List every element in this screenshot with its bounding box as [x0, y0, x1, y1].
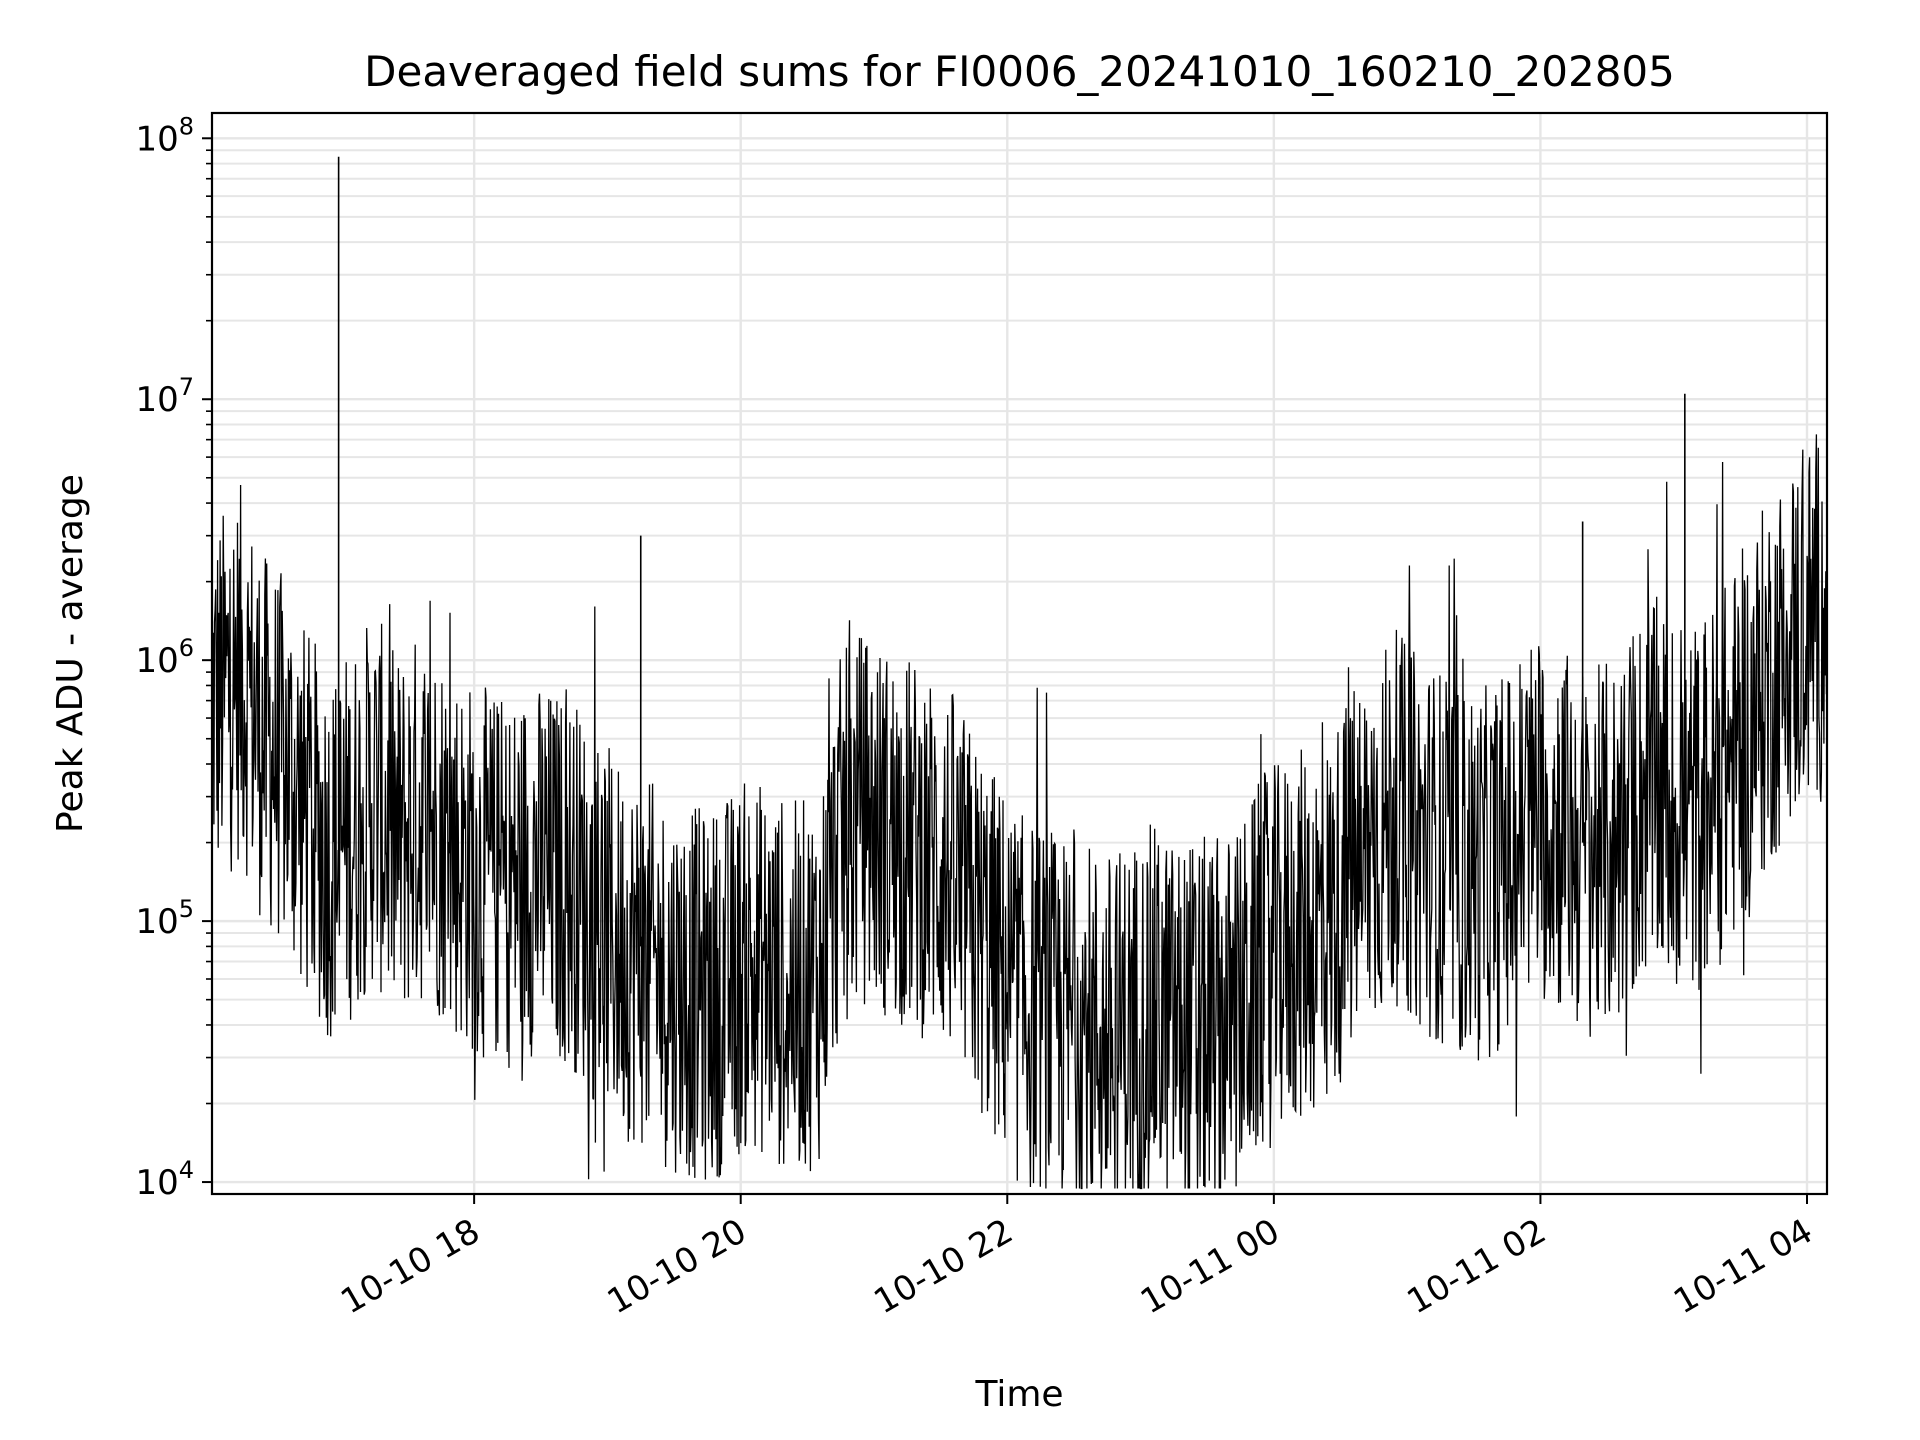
chart-title: Deaveraged field sums for FI0006_2024101… — [364, 47, 1675, 96]
series-line — [211, 429, 1828, 1190]
plot-frame — [210, 111, 1829, 1196]
y-tick-label: 104 — [135, 1156, 194, 1203]
y-tick-label: 106 — [135, 634, 194, 681]
y-axis-label: Peak ADU - average — [50, 474, 91, 833]
x-axis-label: Time — [974, 1374, 1063, 1415]
data-layer — [211, 156, 1828, 1190]
y-tick-label: 108 — [135, 112, 194, 159]
y-tick-label: 107 — [135, 373, 194, 420]
y-tick-label: 105 — [135, 895, 194, 942]
